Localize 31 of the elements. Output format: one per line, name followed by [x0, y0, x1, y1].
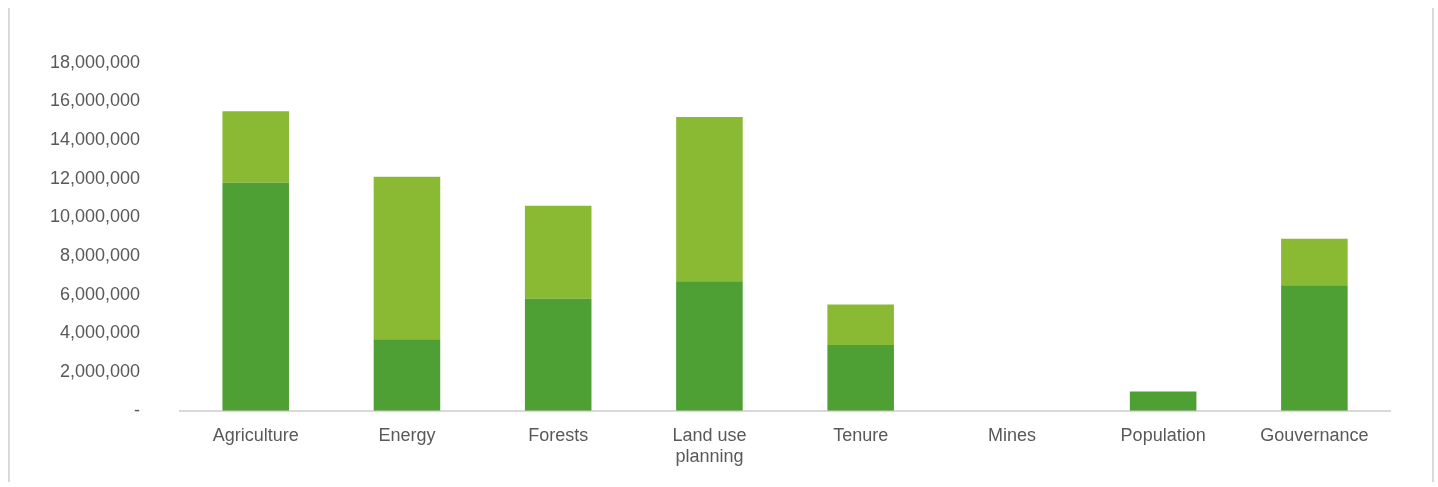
- y-tick-label: 16,000,000: [49, 90, 141, 111]
- x-tick-label: Population: [1120, 424, 1206, 445]
- bar: [373, 339, 441, 411]
- bar: [524, 298, 592, 411]
- y-tick-label: 2,000,000: [60, 361, 141, 382]
- bar: [1129, 391, 1197, 411]
- x-tick-label: Energy: [378, 424, 436, 445]
- bar: [222, 111, 289, 183]
- y-tick-label: 18,000,000: [49, 51, 141, 72]
- y-tick-label: 6,000,000: [60, 283, 141, 304]
- bar: [1281, 238, 1348, 286]
- y-tick-label: 8,000,000: [60, 245, 141, 266]
- bar: [524, 205, 592, 299]
- bar: [222, 182, 289, 411]
- bar: [373, 176, 441, 340]
- y-tick-label: 12,000,000: [49, 167, 141, 188]
- x-tick-label: Tenure: [833, 424, 889, 445]
- y-tick-label: 10,000,000: [49, 206, 141, 227]
- x-tick-label: Land use planning: [672, 424, 747, 467]
- bar: [827, 304, 894, 346]
- bar: [827, 345, 894, 411]
- bar: [676, 281, 743, 411]
- x-tick-label: Mines: [987, 424, 1036, 445]
- x-tick-label: Forests: [528, 424, 589, 445]
- bar: [1281, 285, 1348, 411]
- y-tick-label: 4,000,000: [60, 322, 141, 343]
- bar: [676, 116, 743, 282]
- y-tick-label: 14,000,000: [49, 129, 141, 150]
- y-tick-label: -: [134, 399, 141, 420]
- x-tick-label: Gouvernance: [1260, 424, 1369, 445]
- x-tick-label: Agriculture: [212, 424, 299, 445]
